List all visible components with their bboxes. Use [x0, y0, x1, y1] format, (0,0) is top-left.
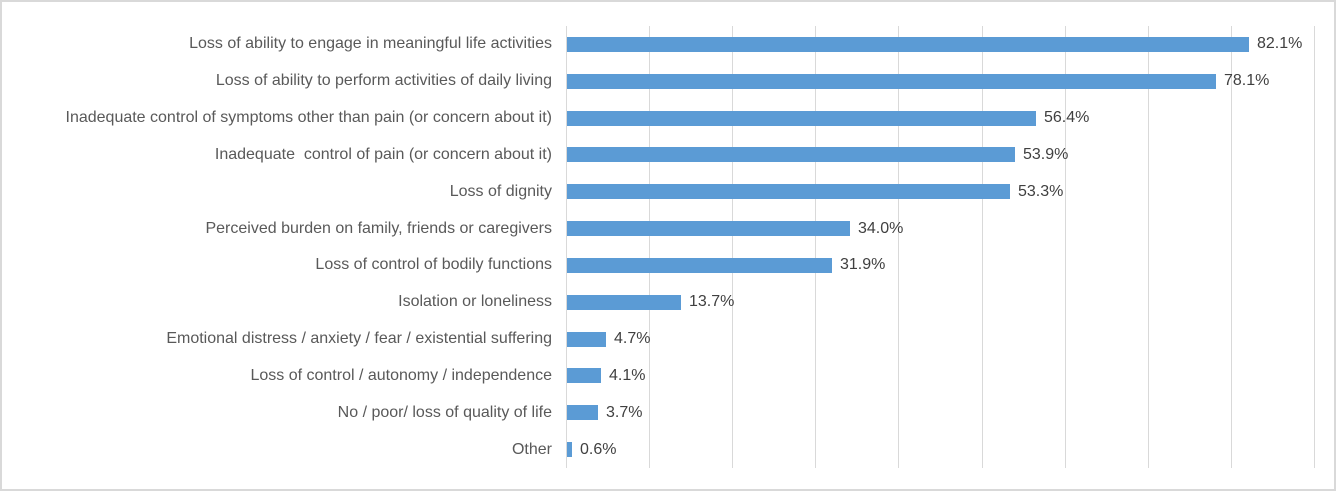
- bar: [567, 405, 598, 420]
- category-label: Isolation or loneliness: [398, 293, 552, 310]
- category-label: Loss of ability to perform activities of…: [215, 72, 552, 89]
- bar: [567, 442, 572, 457]
- value-label: 3.7%: [606, 404, 643, 421]
- value-label: 0.6%: [580, 441, 617, 458]
- value-label: 4.1%: [609, 367, 646, 384]
- bar: [567, 258, 832, 273]
- category-label: No / poor/ loss of quality of life: [337, 404, 552, 421]
- gridline: [732, 26, 733, 468]
- gridline: [566, 26, 567, 468]
- value-label: 34.0%: [858, 220, 904, 237]
- gridline: [1065, 26, 1066, 468]
- category-label: Perceived burden on family, friends or c…: [205, 220, 552, 237]
- gridline: [815, 26, 816, 468]
- value-label: 56.4%: [1044, 109, 1090, 126]
- category-label: Loss of ability to engage in meaningful …: [189, 35, 552, 52]
- gridline: [1314, 26, 1315, 468]
- bar: [567, 221, 850, 236]
- bar: [567, 111, 1036, 126]
- value-label: 13.7%: [689, 293, 735, 310]
- category-label: Loss of control of bodily functions: [315, 256, 552, 273]
- value-label: 82.1%: [1257, 35, 1303, 52]
- category-label: Loss of control / autonomy / independenc…: [250, 367, 552, 384]
- category-label: Inadequate control of pain (or concern a…: [214, 146, 552, 163]
- bar: [567, 37, 1249, 52]
- gridline: [1148, 26, 1149, 468]
- bar: [567, 368, 601, 383]
- value-label: 4.7%: [614, 330, 651, 347]
- value-label: 53.9%: [1023, 146, 1069, 163]
- bar: [567, 332, 606, 347]
- value-label: 53.3%: [1018, 183, 1064, 200]
- plot-area: [566, 26, 1315, 468]
- bar: [567, 295, 681, 310]
- gridline: [1231, 26, 1232, 468]
- category-label: Other: [511, 441, 552, 458]
- gridline: [898, 26, 899, 468]
- category-label: Loss of dignity: [449, 183, 552, 200]
- bar: [567, 184, 1010, 199]
- value-label: 31.9%: [840, 256, 886, 273]
- value-label: 78.1%: [1224, 72, 1270, 89]
- gridline: [649, 26, 650, 468]
- category-label: Inadequate control of symptoms other tha…: [65, 109, 553, 126]
- gridline: [982, 26, 983, 468]
- bar: [567, 74, 1216, 89]
- category-label: Emotional distress / anxiety / fear / ex…: [166, 330, 552, 347]
- bar: [567, 147, 1015, 162]
